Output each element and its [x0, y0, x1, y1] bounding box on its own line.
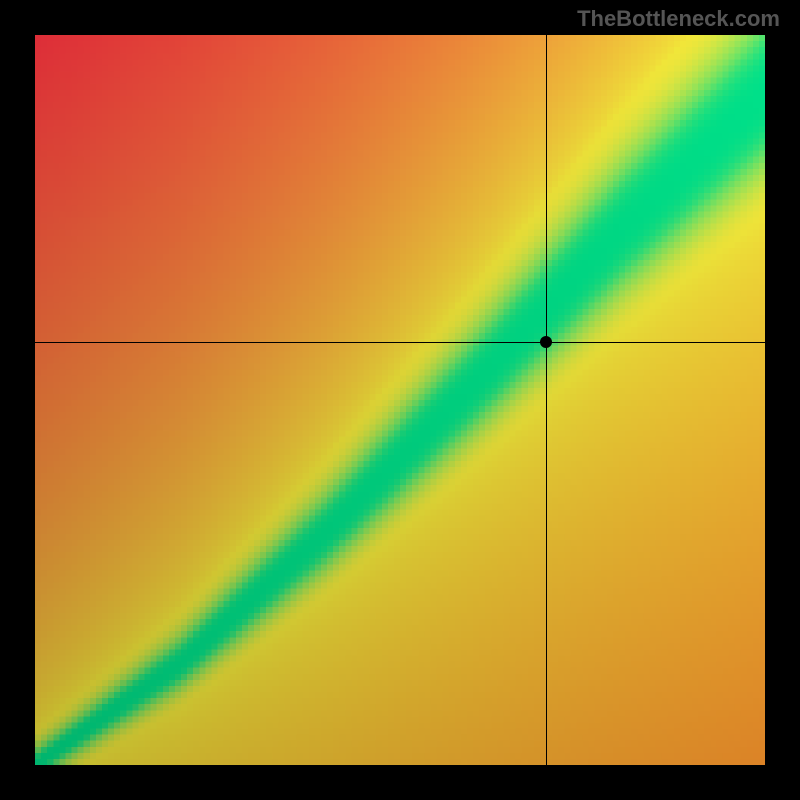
crosshair-horizontal: [35, 342, 765, 343]
bottleneck-marker: [540, 336, 552, 348]
crosshair-vertical: [546, 35, 547, 765]
plot-area: [35, 35, 765, 765]
heatmap-canvas: [35, 35, 765, 765]
watermark-text: TheBottleneck.com: [577, 6, 780, 32]
